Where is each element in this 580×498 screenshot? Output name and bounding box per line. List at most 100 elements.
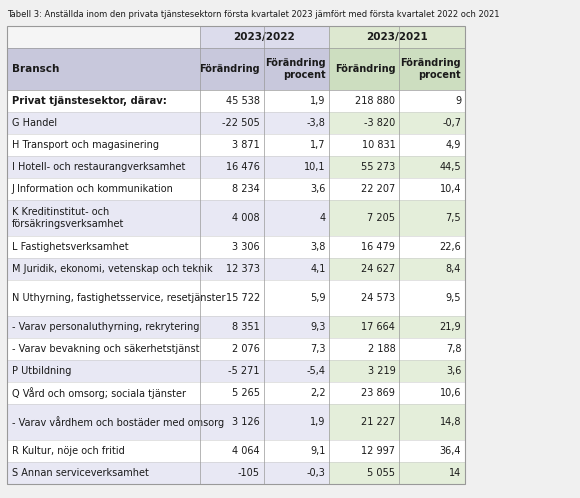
Text: 3,6: 3,6 [446, 366, 461, 376]
Text: 3 126: 3 126 [232, 417, 260, 427]
Text: 1,9: 1,9 [310, 96, 326, 106]
Bar [200, 26, 329, 48]
Text: - Varav personaluthyrning, rekrytering: - Varav personaluthyrning, rekrytering [12, 322, 200, 332]
Text: 16 476: 16 476 [226, 162, 260, 172]
Text: 7,8: 7,8 [446, 344, 461, 354]
Bar [8, 440, 329, 462]
Text: 17 664: 17 664 [361, 322, 396, 332]
Text: 7,3: 7,3 [310, 344, 326, 354]
Text: 8,4: 8,4 [446, 264, 461, 274]
Text: 4,1: 4,1 [310, 264, 326, 274]
Text: 2,2: 2,2 [310, 388, 326, 398]
Text: 21 227: 21 227 [361, 417, 396, 427]
Bar [329, 316, 465, 338]
Bar [329, 338, 465, 360]
Text: 14,8: 14,8 [440, 417, 461, 427]
Bar [8, 404, 329, 440]
Text: Förändring: Förändring [335, 64, 396, 74]
Text: 7 205: 7 205 [367, 213, 396, 223]
Bar [8, 236, 329, 258]
Bar [8, 258, 329, 280]
Text: 2 188: 2 188 [368, 344, 396, 354]
Bar [8, 178, 329, 200]
Text: 2 076: 2 076 [232, 344, 260, 354]
Bar [329, 156, 465, 178]
Text: K Kreditinstitut- och
försäkringsverksamhet: K Kreditinstitut- och försäkringsverksam… [12, 207, 124, 229]
Text: 22 207: 22 207 [361, 184, 396, 194]
Bar [329, 90, 465, 112]
Bar [329, 236, 465, 258]
Text: Bransch: Bransch [12, 64, 59, 74]
Bar [8, 112, 329, 134]
Text: -5,4: -5,4 [307, 366, 326, 376]
Text: -105: -105 [238, 468, 260, 478]
Bar [8, 90, 329, 112]
Text: 14: 14 [449, 468, 461, 478]
Text: 23 869: 23 869 [361, 388, 396, 398]
Text: -3 820: -3 820 [364, 118, 396, 128]
Bar [8, 338, 329, 360]
Text: 21,9: 21,9 [440, 322, 461, 332]
Text: 8 234: 8 234 [232, 184, 260, 194]
Bar [329, 382, 465, 404]
Text: 5 055: 5 055 [367, 468, 396, 478]
Text: 36,4: 36,4 [440, 446, 461, 456]
Text: 9,1: 9,1 [310, 446, 326, 456]
Text: 3 306: 3 306 [232, 242, 260, 252]
Text: Förändring: Förändring [200, 64, 260, 74]
Text: 24 627: 24 627 [361, 264, 396, 274]
Bar [329, 134, 465, 156]
Bar [329, 404, 465, 440]
Text: 1,9: 1,9 [310, 417, 326, 427]
Bar [329, 178, 465, 200]
Text: N Uthyrning, fastighetsservice, resetjänster: N Uthyrning, fastighetsservice, resetjän… [12, 293, 226, 303]
Bar [329, 440, 465, 462]
Text: - Varav vårdhem och bostäder med omsorg: - Varav vårdhem och bostäder med omsorg [12, 416, 224, 428]
Text: -0,3: -0,3 [307, 468, 326, 478]
Text: 5 265: 5 265 [232, 388, 260, 398]
Bar [8, 280, 329, 316]
Text: H Transport och magasinering: H Transport och magasinering [12, 140, 159, 150]
Text: - Varav bevakning och säkerhetstjänst: - Varav bevakning och säkerhetstjänst [12, 344, 200, 354]
Text: -5 271: -5 271 [229, 366, 260, 376]
Bar [8, 134, 329, 156]
Text: 7,5: 7,5 [445, 213, 461, 223]
Text: 24 573: 24 573 [361, 293, 396, 303]
Text: 44,5: 44,5 [440, 162, 461, 172]
Bar [329, 200, 465, 236]
Text: 9,3: 9,3 [310, 322, 326, 332]
Text: Förändring
procent: Förändring procent [265, 58, 326, 80]
Text: 10,6: 10,6 [440, 388, 461, 398]
Bar [329, 280, 465, 316]
Text: L Fastighetsverksamhet: L Fastighetsverksamhet [12, 242, 129, 252]
Bar [8, 360, 329, 382]
Text: I Hotell- och restaurangverksamhet: I Hotell- och restaurangverksamhet [12, 162, 185, 172]
Bar [8, 48, 200, 90]
Text: S Annan serviceverksamhet: S Annan serviceverksamhet [12, 468, 149, 478]
Bar [329, 462, 465, 484]
Text: 10,4: 10,4 [440, 184, 461, 194]
Text: 3 871: 3 871 [232, 140, 260, 150]
Text: M Juridik, ekonomi, vetenskap och teknik: M Juridik, ekonomi, vetenskap och teknik [12, 264, 212, 274]
Text: 12 373: 12 373 [226, 264, 260, 274]
Text: 9: 9 [455, 96, 461, 106]
Text: 3,6: 3,6 [310, 184, 326, 194]
Text: 22,6: 22,6 [440, 242, 461, 252]
Text: 5,9: 5,9 [310, 293, 326, 303]
Bar [329, 258, 465, 280]
Text: G Handel: G Handel [12, 118, 57, 128]
Text: 3 219: 3 219 [368, 366, 396, 376]
Bar [8, 26, 200, 48]
Bar [8, 26, 465, 484]
Text: Privat tjänstesektor, därav:: Privat tjänstesektor, därav: [12, 96, 167, 106]
Text: 12 997: 12 997 [361, 446, 396, 456]
Text: Q Vård och omsorg; sociala tjänster: Q Vård och omsorg; sociala tjänster [12, 387, 186, 399]
Bar [200, 48, 329, 90]
Text: Tabell 3: Anställda inom den privata tjänstesektorn första kvartalet 2023 jämför: Tabell 3: Anställda inom den privata tjä… [8, 10, 500, 19]
Bar [8, 156, 329, 178]
Bar [329, 360, 465, 382]
Text: 15 722: 15 722 [226, 293, 260, 303]
Bar [8, 462, 329, 484]
Bar [329, 48, 465, 90]
Text: 1,7: 1,7 [310, 140, 326, 150]
